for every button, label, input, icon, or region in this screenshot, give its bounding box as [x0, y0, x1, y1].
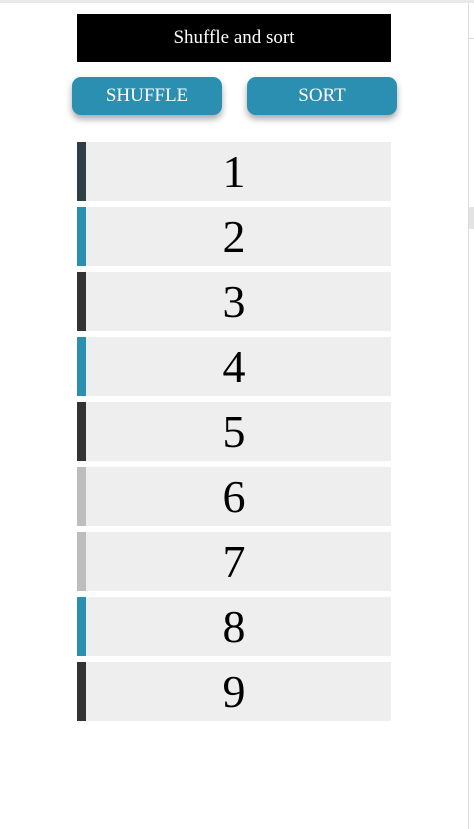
page-title-text: Shuffle and sort: [173, 27, 295, 48]
card-number: 3: [222, 276, 246, 327]
card-accent-bar: [77, 142, 86, 201]
sort-button[interactable]: SORT: [247, 77, 397, 115]
shuffle-button[interactable]: SHUFFLE: [72, 77, 222, 115]
page-title: Shuffle and sort: [77, 14, 391, 62]
scrollbar-track-tick: [469, 38, 474, 39]
card-accent-bar: [77, 337, 86, 396]
number-card: 2: [77, 207, 391, 266]
card-number: 2: [222, 211, 246, 262]
number-card: 6: [77, 467, 391, 526]
card-accent-bar: [77, 467, 86, 526]
card-number: 1: [222, 146, 246, 197]
number-card: 1: [77, 142, 391, 201]
card-number: 8: [222, 601, 246, 652]
card-number: 4: [222, 341, 246, 392]
number-card-list: 1 2 3 4 5 6 7 8 9: [77, 142, 391, 727]
card-number: 5: [222, 406, 246, 457]
number-card: 5: [77, 402, 391, 461]
window-top-border: [0, 0, 474, 3]
card-accent-bar: [77, 662, 86, 721]
card-number: 9: [222, 666, 246, 717]
number-card: 4: [77, 337, 391, 396]
window-right-border: [468, 3, 469, 829]
card-accent-bar: [77, 272, 86, 331]
number-card: 3: [77, 272, 391, 331]
card-number: 7: [222, 536, 246, 587]
number-card: 8: [77, 597, 391, 656]
number-card: 7: [77, 532, 391, 591]
scrollbar-thumb[interactable]: [469, 207, 474, 229]
card-number: 6: [222, 471, 246, 522]
card-accent-bar: [77, 597, 86, 656]
card-accent-bar: [77, 207, 86, 266]
number-card: 9: [77, 662, 391, 721]
card-accent-bar: [77, 532, 86, 591]
card-accent-bar: [77, 402, 86, 461]
